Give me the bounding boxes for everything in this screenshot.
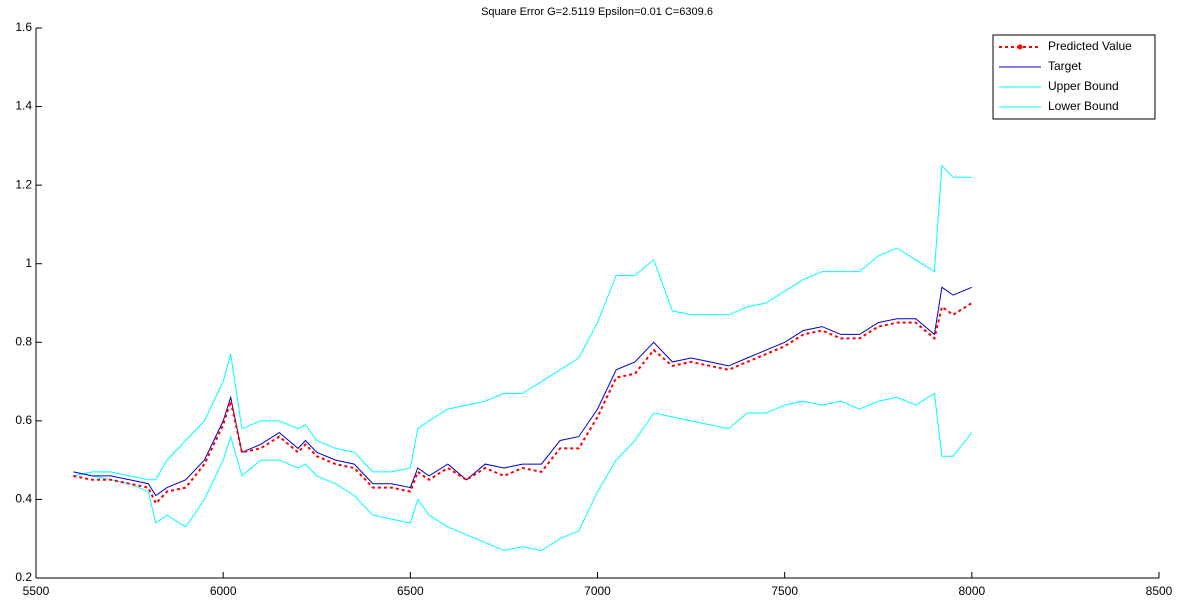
y-tick-label: 0.8 [15,334,32,348]
series-line [73,286,972,497]
chart-title: Square Error G=2.5119 Epsilon=0.01 C=630… [481,6,713,18]
legend-label: Predicted Value [1048,39,1132,53]
y-tick-label: 0.4 [15,492,32,506]
series-line [73,164,972,481]
y-tick-label: 1 [25,256,32,270]
x-tick-label: 7500 [771,584,798,598]
legend-label: Lower Bound [1048,99,1119,113]
series-line [73,302,973,506]
series-line [73,392,973,552]
legend-label: Upper Bound [1048,79,1119,93]
x-tick-label: 8500 [1146,584,1173,598]
y-tick-label: 1.4 [15,99,32,113]
x-tick-label: 6500 [397,584,424,598]
x-tick-label: 7000 [584,584,611,598]
y-tick-label: 0.6 [15,413,32,427]
x-tick-label: 8000 [958,584,985,598]
x-tick-label: 6000 [210,584,237,598]
y-tick-label: 1.2 [15,177,32,191]
y-tick-label: 1.6 [15,20,32,34]
x-tick-label: 5500 [23,584,50,598]
legend-label: Target [1048,59,1082,73]
y-tick-label: 0.2 [15,570,32,584]
legend-marker [1017,44,1023,50]
